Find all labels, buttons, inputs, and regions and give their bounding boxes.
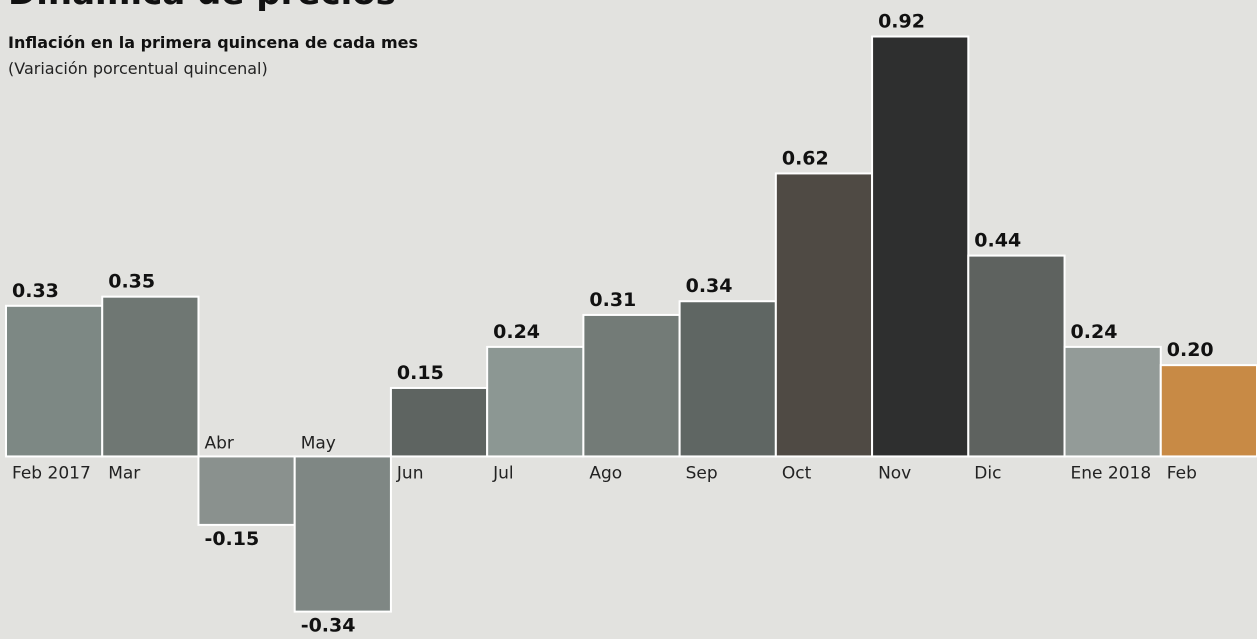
value-label: 0.20 <box>1167 339 1214 361</box>
chart-title: Dinámica de precios <box>8 0 396 13</box>
x-tick-label: Nov <box>878 463 911 483</box>
chart: Dinámica de precios Inflación en la prim… <box>0 0 1257 639</box>
bar <box>391 388 487 456</box>
bar <box>872 37 968 457</box>
bar <box>583 315 679 456</box>
value-label: 0.34 <box>686 275 733 297</box>
value-label: 0.24 <box>1071 321 1118 343</box>
value-label: 0.62 <box>782 147 829 169</box>
value-label: 0.31 <box>589 289 636 311</box>
bar <box>198 456 294 524</box>
x-tick-label: Feb <box>1167 463 1197 483</box>
x-tick-label: Mar <box>108 463 140 483</box>
bar <box>776 173 872 456</box>
bar <box>102 297 198 457</box>
bar <box>1065 347 1161 457</box>
chart-subtitle: Inflación en la primera quincena de cada… <box>8 33 418 52</box>
x-tick-label: Ago <box>589 463 622 483</box>
bar <box>6 306 102 457</box>
x-tick-label: Oct <box>782 463 812 483</box>
value-label: 0.92 <box>878 11 925 33</box>
x-tick-label: Feb 2017 <box>12 463 91 483</box>
value-label: -0.34 <box>301 615 356 637</box>
bar <box>1161 365 1257 456</box>
x-tick-label: Abr <box>204 433 233 453</box>
x-tick-label: Sep <box>686 463 718 483</box>
x-tick-label: Jun <box>396 463 424 483</box>
chart-note: (Variación porcentual quincenal) <box>8 59 268 78</box>
bar <box>295 456 391 611</box>
value-label: 0.35 <box>108 271 155 293</box>
value-label: 0.33 <box>12 280 59 302</box>
x-tick-label: Jul <box>492 463 514 483</box>
x-tick-label: May <box>301 433 336 453</box>
x-tick-label: Ene 2018 <box>1071 463 1152 483</box>
x-tick-label: Dic <box>974 463 1001 483</box>
bar <box>968 256 1064 457</box>
value-label: -0.15 <box>204 528 259 550</box>
bar <box>680 301 776 456</box>
value-label: 0.15 <box>397 362 444 384</box>
bar <box>487 347 583 457</box>
value-label: 0.44 <box>974 230 1021 252</box>
value-label: 0.24 <box>493 321 540 343</box>
